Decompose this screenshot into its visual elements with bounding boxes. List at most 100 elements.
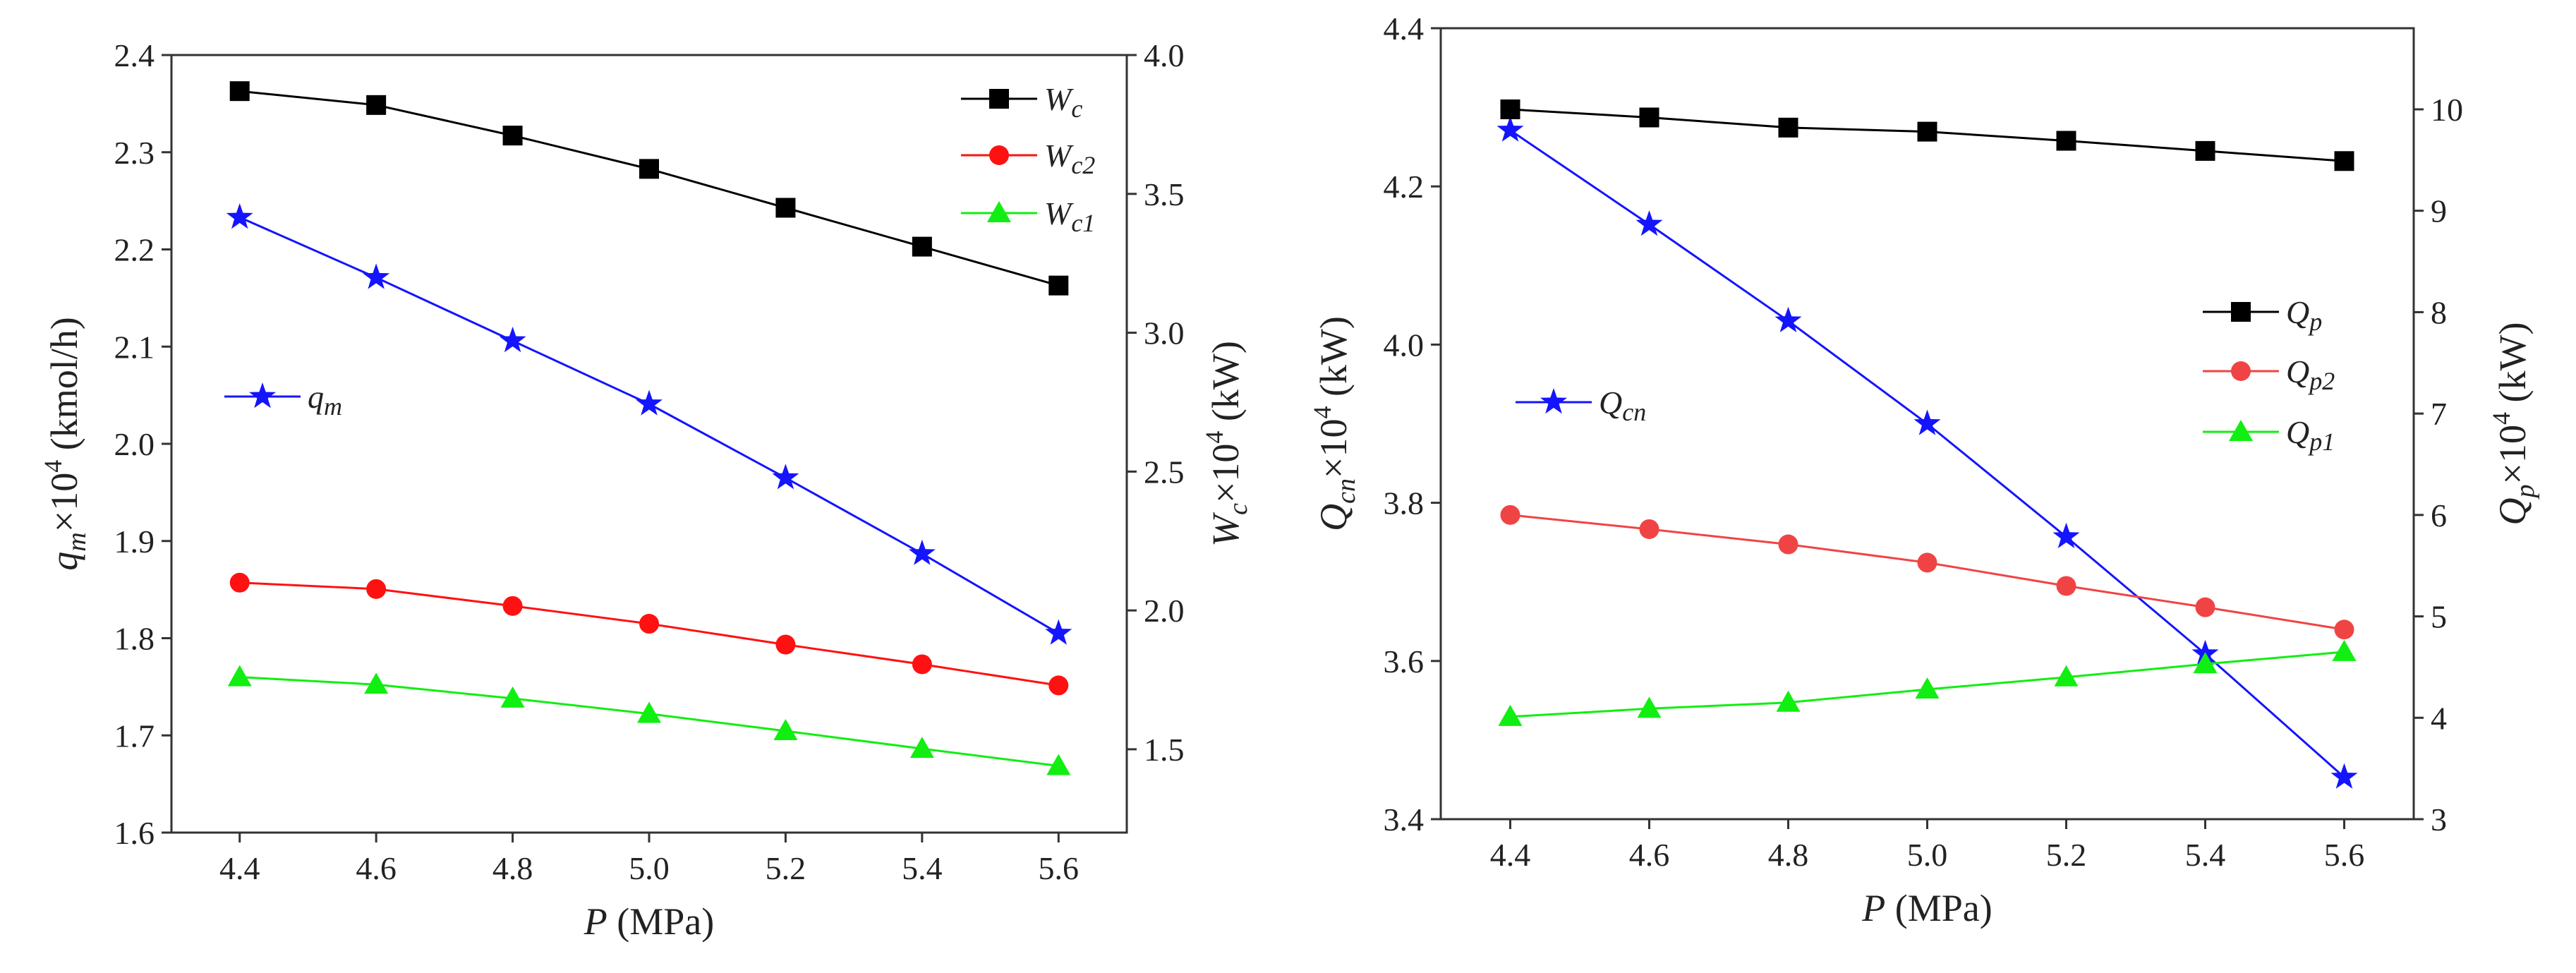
data-point <box>1048 275 1069 296</box>
right-tick-label: 4.0 <box>1144 37 1185 73</box>
legend-label: Qcn <box>1599 385 1646 426</box>
data-point <box>775 634 796 655</box>
x-tick-label: 5.4 <box>2185 837 2226 873</box>
series-Qp <box>1500 99 2354 171</box>
series-Wc <box>229 81 1069 296</box>
x-tick-label: 5.2 <box>766 850 806 886</box>
left-tick-label: 1.6 <box>114 815 155 851</box>
data-point <box>2334 620 2354 640</box>
x-tick-label: 4.4 <box>219 850 260 886</box>
data-point <box>912 236 932 257</box>
data-point <box>364 672 389 694</box>
series-Wc2 <box>229 572 1069 696</box>
left-tick-label: 1.7 <box>114 718 155 754</box>
data-point <box>912 654 932 675</box>
left-axis-label: Qcn×104 (kW) <box>1308 316 1361 531</box>
legend-label: Wc <box>1044 81 1082 123</box>
left-tick-label: 1.9 <box>114 524 155 560</box>
left-tick-label: 2.1 <box>114 329 155 365</box>
legend-item: Qp2 <box>2203 353 2335 395</box>
data-point <box>502 126 523 146</box>
x-tick-label: 5.2 <box>2046 837 2087 873</box>
data-point <box>773 718 798 740</box>
left-tick-label: 3.4 <box>1384 802 1425 838</box>
data-point <box>909 737 934 759</box>
right-tick-label: 7 <box>2431 396 2447 432</box>
right-tick-label: 2.0 <box>1144 593 1185 629</box>
x-tick-label: 4.8 <box>492 850 533 886</box>
right-tick-label: 3.0 <box>1144 315 1185 351</box>
data-point <box>1774 306 1802 332</box>
data-point <box>2334 151 2354 171</box>
left-tick-label: 1.8 <box>114 621 155 657</box>
legend-item: qm <box>224 379 342 421</box>
series-Qp1 <box>1498 639 2357 726</box>
legend-marker <box>249 382 276 409</box>
left-tick-label: 2.0 <box>114 426 155 462</box>
data-point <box>366 95 387 115</box>
data-point <box>1496 116 1524 142</box>
legend-label: Wc2 <box>1044 138 1095 179</box>
right-tick-label: 1.5 <box>1144 732 1185 768</box>
right-tick-label: 8 <box>2431 294 2447 330</box>
legend-label: Qp1 <box>2286 414 2335 456</box>
data-point <box>775 198 796 218</box>
series-Wc1 <box>227 665 1071 775</box>
data-point <box>1045 619 1072 645</box>
x-tick-label: 4.6 <box>1629 837 1670 873</box>
data-point <box>1778 534 1798 555</box>
data-point <box>639 614 659 634</box>
legend-marker <box>2231 302 2251 322</box>
right-tick-label: 4 <box>2431 700 2447 736</box>
x-tick-label: 4.8 <box>1768 837 1809 873</box>
right-tick-label: 2.5 <box>1144 454 1185 490</box>
data-point <box>226 203 253 229</box>
legend-marker <box>1540 388 1567 414</box>
chart-left: 4.4 4.6 4.8 5.0 5.2 5.4 5.6 1.6 1.7 1.8 1.9 2.0 2.1 2… <box>39 37 1253 943</box>
x-tick-label: 4.4 <box>1490 837 1531 873</box>
legend-label: qm <box>308 379 342 421</box>
x-tick-label: 5.0 <box>629 850 670 886</box>
legend-marker <box>2229 420 2253 441</box>
left-tick-label: 4.4 <box>1384 11 1425 47</box>
left-tick-label: 2.4 <box>114 37 155 73</box>
legend-marker <box>2231 361 2251 381</box>
data-point <box>229 81 250 102</box>
data-point <box>1917 121 1937 142</box>
left-tick-label: 4.2 <box>1384 169 1425 205</box>
x-axis-label: P (MPa) <box>583 900 714 943</box>
data-point <box>2193 652 2218 674</box>
right-tick-label: 3.5 <box>1144 176 1185 212</box>
data-point <box>1778 117 1798 138</box>
legend-label: Qp <box>2286 294 2322 336</box>
left-tick-label: 3.6 <box>1384 643 1425 679</box>
right-tick-label: 10 <box>2431 92 2463 128</box>
right-tick-label: 3 <box>2431 802 2447 838</box>
data-point <box>1639 107 1659 128</box>
x-axis-label: P (MPa) <box>1861 887 1992 929</box>
data-point <box>1913 409 1941 435</box>
series-line <box>239 216 1060 634</box>
left-tick-label: 2.3 <box>114 135 155 171</box>
legend-item: Wc2 <box>961 138 1095 179</box>
right-tick-label: 6 <box>2431 497 2447 533</box>
x-tick-label: 5.0 <box>1907 837 1948 873</box>
data-point <box>639 159 659 179</box>
data-point <box>229 572 250 593</box>
legend-marker <box>987 201 1011 222</box>
data-point <box>908 539 936 565</box>
left-tick-label: 4.0 <box>1384 327 1425 363</box>
legend-marker <box>989 145 1009 165</box>
data-point <box>499 327 526 353</box>
legend-item: Qcn <box>1516 385 1646 426</box>
data-point <box>1048 675 1069 696</box>
data-point <box>2052 522 2080 548</box>
chart-right: 4.4 4.6 4.8 5.0 5.2 5.4 5.6 3.4 3.6 3.8 4.0 4.2 4.4 3… <box>1308 11 2540 929</box>
data-point <box>366 579 387 599</box>
data-point <box>772 464 799 490</box>
data-point <box>636 389 663 416</box>
series-line <box>239 581 1059 687</box>
data-point <box>1915 677 1940 699</box>
left-tick-label: 2.2 <box>114 232 155 268</box>
data-point <box>2056 131 2076 151</box>
